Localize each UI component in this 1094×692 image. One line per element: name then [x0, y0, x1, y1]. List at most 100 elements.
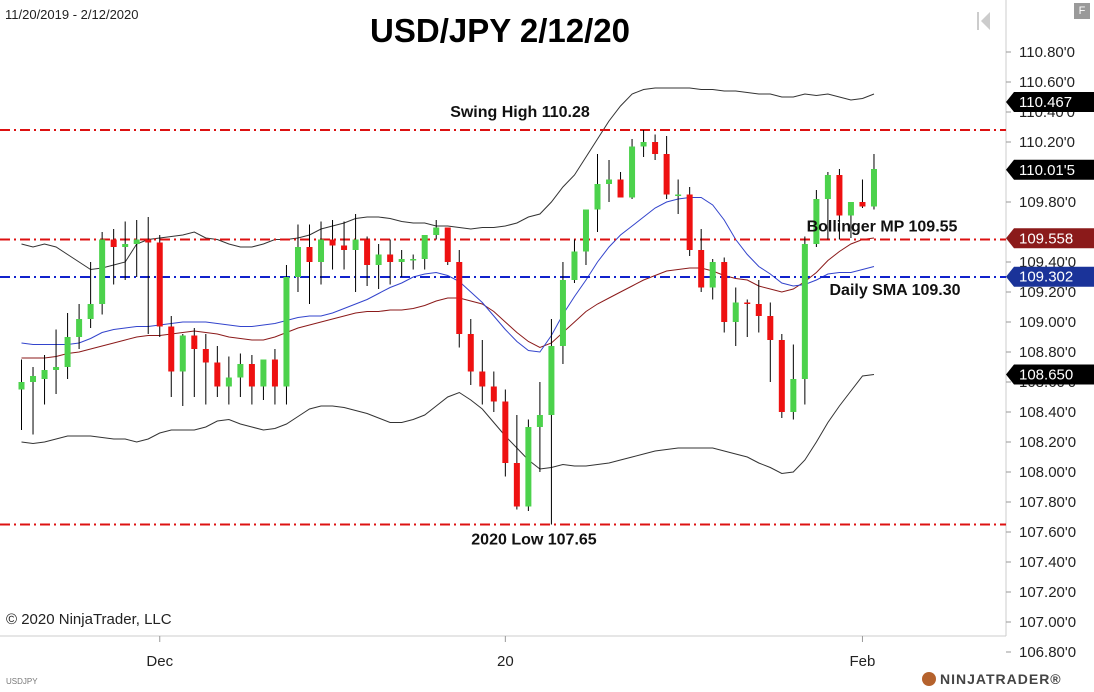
- price-marker-bg: [1006, 228, 1094, 249]
- chart-title: USD/JPY 2/12/20: [370, 12, 630, 49]
- candle: [202, 334, 209, 405]
- y-tick-label: 109.00'0: [1019, 314, 1076, 331]
- price-marker: 109.558: [1006, 228, 1094, 249]
- candle-body: [225, 377, 232, 387]
- y-tick-label: 107.80'0: [1019, 494, 1076, 511]
- collapse-panel-icon[interactable]: [976, 10, 992, 32]
- x-tick-label: Feb: [850, 653, 876, 670]
- candle-body: [306, 247, 313, 262]
- candle: [686, 187, 693, 256]
- candle-body: [122, 244, 129, 247]
- candle-body: [594, 184, 601, 210]
- candle-body: [398, 259, 405, 262]
- candle-body: [525, 427, 532, 507]
- candle-body: [652, 142, 659, 154]
- candle: [582, 209, 589, 265]
- price-marker-bg: [1006, 91, 1094, 112]
- f-button[interactable]: F: [1074, 3, 1090, 19]
- candle-body: [721, 262, 728, 322]
- y-axis: 110.80'0110.60'0110.40'0110.20'0109.80'0…: [1006, 44, 1076, 661]
- candle-body: [387, 254, 394, 262]
- candle: [456, 250, 463, 348]
- candle-body: [110, 239, 117, 247]
- price-marker-label: 108.650: [1019, 367, 1073, 384]
- candle-body: [202, 349, 209, 363]
- daily-sma-line: [21, 197, 875, 353]
- candle-body: [133, 239, 140, 244]
- candle: [640, 130, 647, 157]
- candle-body: [41, 370, 48, 379]
- candle: [606, 160, 613, 202]
- candle-body: [191, 335, 198, 349]
- x-axis: Dec20FebMar: [146, 636, 876, 670]
- candle-body: [490, 386, 497, 402]
- candle: [536, 382, 543, 472]
- candle: [156, 235, 163, 337]
- y-tick-label: 109.20'0: [1019, 284, 1076, 301]
- candle-body: [698, 250, 705, 288]
- candle-body: [629, 146, 636, 198]
- candle: [283, 265, 290, 405]
- candle-body: [744, 302, 751, 304]
- candle-body: [318, 239, 325, 262]
- candle: [444, 227, 451, 265]
- candle-body: [179, 335, 186, 372]
- candle-body: [341, 245, 348, 250]
- candle: [571, 239, 578, 283]
- candle: [847, 202, 854, 238]
- candle-body: [156, 242, 163, 327]
- candle: [271, 349, 278, 405]
- chart-border: [0, 0, 1007, 637]
- candle-body: [870, 169, 877, 207]
- candle: [41, 355, 48, 405]
- candle-body: [248, 364, 255, 387]
- x-tick-label: Dec: [146, 653, 173, 670]
- candle: [559, 262, 566, 364]
- candle: [421, 235, 428, 270]
- candle-body: [364, 239, 371, 265]
- candle: [191, 328, 198, 397]
- candle-body: [18, 382, 25, 390]
- candle: [341, 221, 348, 270]
- candle: [375, 244, 382, 289]
- price-markers: 110.467 110.01'5 109.558 109.302 108.650: [1006, 91, 1094, 385]
- candle: [663, 136, 670, 199]
- candle: [709, 259, 716, 300]
- price-marker: 108.650: [1006, 364, 1094, 385]
- candle: [652, 134, 659, 160]
- candle: [398, 250, 405, 277]
- candle: [813, 190, 820, 247]
- price-marker-label: 110.01'5: [1019, 162, 1075, 179]
- candle: [248, 355, 255, 405]
- candle-body: [352, 239, 359, 250]
- candle: [133, 220, 140, 277]
- candle-body: [582, 209, 589, 252]
- candle: [836, 169, 843, 240]
- price-marker-bg: [1006, 159, 1094, 180]
- candle: [790, 344, 797, 420]
- candle: [870, 154, 877, 210]
- candle-body: [801, 244, 808, 379]
- y-tick-label: 107.00'0: [1019, 614, 1076, 631]
- candle-body: [813, 199, 820, 244]
- level-label: Bollinger MP 109.55: [807, 219, 958, 236]
- date-range-label: 11/20/2019 - 2/12/2020: [5, 7, 139, 22]
- candle-body: [433, 227, 440, 235]
- candle-body: [87, 304, 94, 319]
- y-tick-label: 110.20'0: [1019, 134, 1075, 151]
- candle-body: [824, 175, 831, 199]
- candle-body: [778, 340, 785, 412]
- candle: [352, 214, 359, 292]
- candle: [110, 229, 117, 285]
- candle: [64, 313, 71, 379]
- candle-body: [271, 359, 278, 387]
- candle: [294, 224, 301, 292]
- middle-band-line: [21, 237, 875, 359]
- candle-body: [559, 280, 566, 346]
- candle: [329, 220, 336, 270]
- candle-body: [640, 142, 647, 147]
- candle: [490, 371, 497, 412]
- candle-body: [53, 367, 60, 370]
- candle-body: [456, 262, 463, 334]
